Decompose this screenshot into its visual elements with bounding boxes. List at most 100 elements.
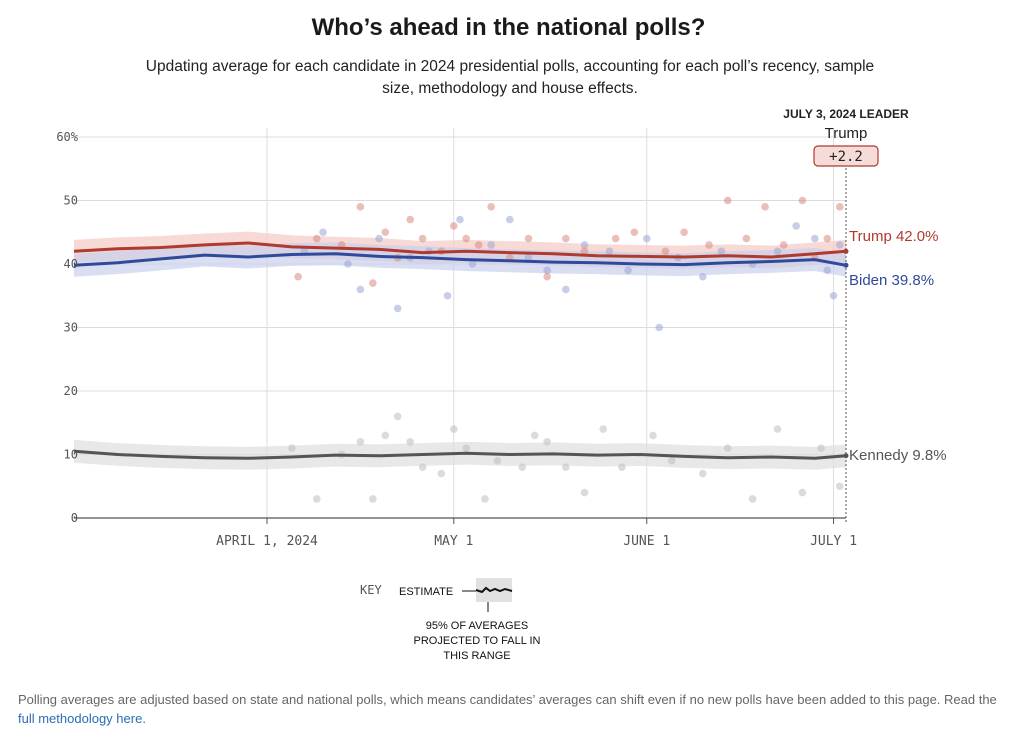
poll-dot-trump bbox=[313, 234, 321, 243]
y-tick-label: 20 bbox=[64, 384, 78, 398]
chart-title: Who’s ahead in the national polls? bbox=[311, 14, 706, 41]
poll-dot-trump bbox=[449, 222, 458, 230]
footnote-text: Polling averages are adjusted based on s… bbox=[18, 692, 997, 707]
poll-dot-biden bbox=[543, 266, 551, 275]
poll-dot-kennedy bbox=[748, 495, 757, 503]
poll-dot-trump bbox=[835, 203, 844, 211]
poll-dot-kennedy bbox=[723, 444, 732, 452]
poll-dot-biden bbox=[468, 260, 477, 268]
poll-dot-kennedy bbox=[649, 431, 657, 440]
poll-dot-biden bbox=[375, 234, 383, 243]
leader-margin-badge bbox=[813, 145, 879, 167]
poll-dot-trump bbox=[611, 234, 620, 243]
poll-dot-kennedy bbox=[288, 444, 296, 452]
confidence-bands bbox=[74, 231, 846, 470]
poll-dot-biden bbox=[829, 291, 838, 300]
poll-dot-biden bbox=[356, 285, 365, 294]
poll-dot-kennedy bbox=[667, 457, 676, 465]
poll-dot-biden bbox=[699, 272, 707, 281]
leader-margin-value: +2.2 bbox=[829, 149, 863, 165]
poll-dot-trump bbox=[406, 215, 414, 224]
poll-dot-biden bbox=[624, 266, 632, 275]
poll-dot-kennedy bbox=[381, 431, 390, 440]
poll-dot-trump bbox=[705, 241, 713, 249]
poll-dot-kennedy bbox=[599, 425, 607, 433]
poll-dot-biden bbox=[655, 323, 664, 332]
y-tick-label: 40 bbox=[64, 257, 78, 271]
poll-dot-biden bbox=[642, 234, 651, 243]
poll-dot-trump bbox=[543, 272, 551, 281]
poll-dot-kennedy bbox=[462, 444, 471, 452]
key-label: KEY bbox=[360, 583, 382, 597]
poll-dot-biden bbox=[319, 228, 327, 237]
poll-dot-kennedy bbox=[835, 482, 844, 491]
key-estimate-label: ESTIMATE bbox=[399, 586, 453, 598]
poll-dot-trump bbox=[742, 234, 751, 243]
x-tick-label: JULY 1 bbox=[810, 534, 857, 549]
poll-dot-kennedy bbox=[418, 463, 427, 472]
poll-dot-biden bbox=[773, 247, 782, 256]
poll-dot-trump bbox=[823, 234, 832, 243]
poll-dot-trump bbox=[630, 228, 639, 237]
average-line-trump bbox=[73, 241, 847, 259]
poll-dot-biden bbox=[823, 266, 832, 275]
key-range-label-line2: PROJECTED TO FALL IN bbox=[414, 635, 541, 647]
poll-dot-kennedy bbox=[798, 488, 807, 497]
chart-subtitle: Updating average for each candidate in 2… bbox=[145, 58, 875, 97]
footnote: Polling averages are adjusted based on s… bbox=[18, 690, 1008, 728]
poll-dot-kennedy bbox=[530, 431, 539, 440]
poll-dot-trump bbox=[779, 241, 788, 249]
poll-dot-biden bbox=[456, 215, 464, 224]
key-range-label-line1: 95% OF AVERAGES bbox=[426, 620, 529, 632]
poll-dot-biden bbox=[524, 253, 533, 262]
methodology-link[interactable]: full methodology here bbox=[18, 711, 143, 726]
poll-dot-kennedy bbox=[543, 438, 551, 446]
poll-dot-trump bbox=[680, 228, 688, 237]
poll-dot-trump bbox=[487, 203, 495, 211]
x-tick-label: JUNE 1 bbox=[623, 534, 670, 549]
poll-dot-kennedy bbox=[518, 463, 527, 472]
end-point-trump bbox=[843, 248, 849, 254]
key-range-label-line3: THIS RANGE bbox=[443, 650, 510, 662]
poll-dot-trump bbox=[462, 234, 471, 243]
average-line-kennedy bbox=[73, 449, 847, 460]
poll-dot-trump bbox=[761, 203, 769, 211]
poll-dot-biden bbox=[443, 291, 452, 300]
poll-dot-kennedy bbox=[580, 488, 589, 497]
poll-dot-biden bbox=[393, 304, 402, 313]
poll-dot-kennedy bbox=[773, 425, 782, 433]
chart-key: KEY ESTIMATE 95% OF AVERAGES PROJECTED T… bbox=[360, 578, 541, 662]
poll-dot-biden bbox=[792, 222, 800, 230]
y-tick-label: 50 bbox=[64, 194, 78, 208]
poll-dot-kennedy bbox=[481, 495, 489, 503]
poll-dot-trump bbox=[418, 234, 427, 243]
poll-dot-biden bbox=[835, 241, 844, 249]
poll-dot-kennedy bbox=[393, 412, 402, 421]
poll-dot-biden bbox=[487, 241, 495, 249]
poll-dot-trump bbox=[562, 234, 570, 243]
poll-dot-kennedy bbox=[699, 469, 707, 478]
series-label-kennedy: Kennedy 9.8% bbox=[849, 447, 947, 464]
poll-dot-trump bbox=[294, 272, 302, 281]
y-tick-label: 60% bbox=[56, 130, 78, 144]
series-label-trump: Trump 42.0% bbox=[849, 228, 938, 245]
series-label-biden: Biden 39.8% bbox=[849, 272, 934, 289]
poll-dot-biden bbox=[562, 285, 570, 294]
y-tick-label: 30 bbox=[64, 321, 78, 335]
poll-dot-trump bbox=[661, 247, 670, 256]
leader-date-label: JULY 3, 2024 LEADER bbox=[783, 107, 909, 121]
poll-dot-biden bbox=[811, 234, 819, 243]
x-tick-label: MAY 1 bbox=[434, 534, 473, 549]
poll-dot-kennedy bbox=[437, 469, 446, 478]
poll-dot-trump bbox=[381, 228, 390, 237]
y-tick-label: 10 bbox=[64, 448, 78, 462]
footnote-end: . bbox=[142, 711, 146, 726]
poll-dot-kennedy bbox=[449, 425, 458, 433]
poll-dot-kennedy bbox=[313, 495, 321, 503]
poll-dot-trump bbox=[723, 196, 732, 205]
end-point-kennedy bbox=[843, 453, 849, 459]
poll-dot-trump bbox=[369, 279, 377, 287]
leader-name: Trump bbox=[825, 125, 868, 142]
